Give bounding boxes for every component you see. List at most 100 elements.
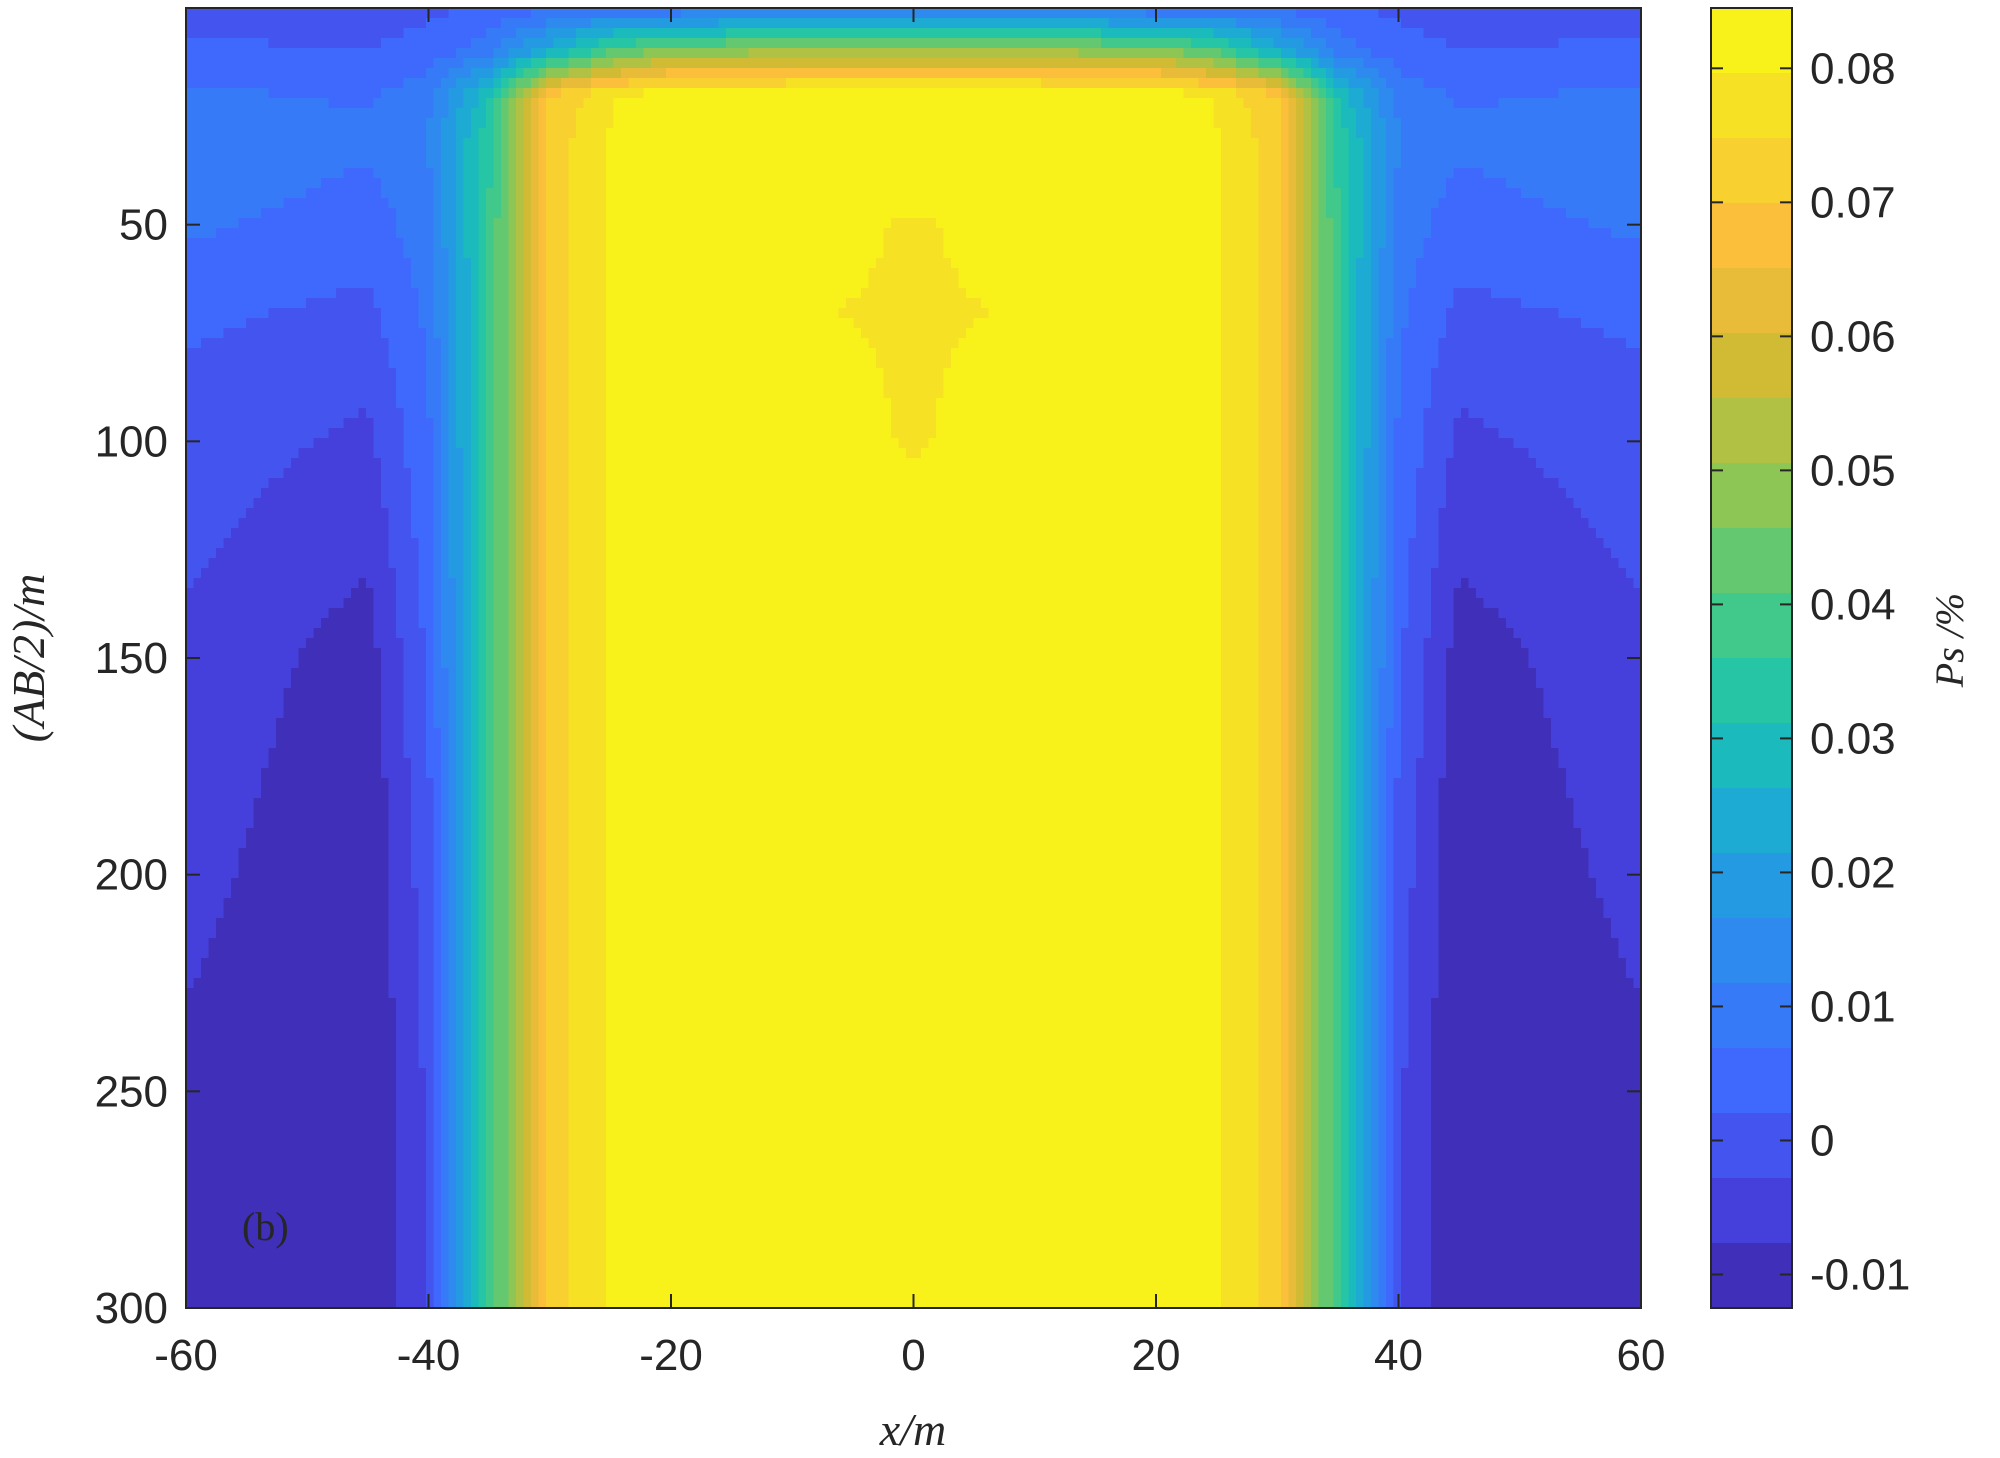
contour-cell — [696, 248, 705, 259]
contour-cell — [808, 38, 817, 49]
contour-cell — [576, 128, 585, 139]
contour-cell — [1206, 78, 1215, 89]
contour-cell — [1536, 148, 1545, 159]
contour-cell — [1558, 68, 1567, 79]
contour-cell — [568, 28, 577, 39]
contour-cell — [306, 158, 315, 169]
contour-cell — [583, 218, 592, 229]
contour-cell — [1176, 198, 1185, 209]
contour-cell — [801, 228, 810, 239]
contour-cell — [673, 48, 682, 59]
contour-cell — [1611, 108, 1620, 119]
contour-cell — [463, 218, 472, 229]
contour-cell — [373, 228, 382, 239]
contour-cell — [1176, 118, 1185, 129]
contour-cell — [1258, 138, 1267, 149]
contour-cell — [208, 138, 217, 149]
contour-cell — [208, 78, 217, 89]
contour-cell — [1086, 8, 1095, 19]
contour-cell — [1206, 168, 1215, 179]
contour-cell — [493, 88, 502, 99]
contour-cell — [771, 58, 780, 69]
contour-cell — [658, 48, 667, 59]
contour-cell — [1356, 88, 1365, 99]
contour-cell — [1033, 168, 1042, 179]
contour-cell — [1093, 248, 1102, 259]
contour-cell — [696, 188, 705, 199]
contour-cell — [1258, 68, 1267, 79]
contour-cell — [1341, 8, 1350, 19]
contour-cell — [1071, 68, 1080, 79]
contour-cell — [1311, 28, 1320, 39]
contour-cell — [1161, 218, 1170, 229]
contour-cell — [1521, 18, 1530, 29]
contour-cell — [298, 208, 307, 219]
contour-cell — [1033, 98, 1042, 109]
contour-cell — [801, 18, 810, 29]
contour-cell — [351, 68, 360, 79]
contour-cell — [238, 168, 247, 179]
contour-cell — [1371, 28, 1380, 39]
contour-cell — [1033, 128, 1042, 139]
contour-cell — [846, 218, 855, 229]
contour-cell — [1371, 138, 1380, 149]
contour-cell — [231, 168, 240, 179]
contour-cell — [396, 68, 405, 79]
contour-cell — [1101, 48, 1110, 59]
contour-cell — [381, 38, 390, 49]
contour-cell — [1086, 88, 1095, 99]
contour-cell — [1311, 158, 1320, 169]
contour-cell — [1236, 168, 1245, 179]
contour-cell — [936, 178, 945, 189]
contour-cell — [1108, 8, 1117, 19]
contour-cell — [456, 118, 465, 129]
contour-cell — [1311, 68, 1320, 79]
contour-cell — [1363, 88, 1372, 99]
contour-cell — [1603, 28, 1612, 39]
contour-cell — [613, 18, 622, 29]
contour-cell — [1453, 198, 1462, 209]
contour-cell — [1138, 168, 1147, 179]
contour-cell — [1123, 28, 1132, 39]
contour-cell — [388, 148, 397, 159]
contour-cell — [456, 168, 465, 179]
contour-cell — [681, 108, 690, 119]
contour-cell — [1093, 88, 1102, 99]
contour-cell — [418, 168, 427, 179]
contour-cell — [1161, 108, 1170, 119]
contour-cell — [718, 38, 727, 49]
contour-cell — [1078, 228, 1087, 239]
contour-cell — [478, 248, 487, 259]
contour-cell — [741, 228, 750, 239]
contour-cell — [1003, 208, 1012, 219]
contour-cell — [913, 68, 922, 79]
contour-cell — [928, 228, 937, 239]
contour-cell — [943, 38, 952, 49]
contour-cell — [1326, 168, 1335, 179]
contour-cell — [1296, 48, 1305, 59]
contour-cell — [763, 168, 772, 179]
contour-cell — [1266, 38, 1275, 49]
contour-cell — [561, 18, 570, 29]
contour-cell — [1528, 238, 1537, 249]
contour-cell — [1086, 98, 1095, 109]
contour-cell — [936, 188, 945, 199]
contour-cell — [906, 78, 915, 89]
contour-cell — [1228, 48, 1237, 59]
contour-cell — [711, 158, 720, 169]
contour-cell — [1491, 208, 1500, 219]
contour-cell — [673, 98, 682, 109]
contour-cell — [906, 148, 915, 159]
contour-cell — [801, 138, 810, 149]
contour-cell — [816, 178, 825, 189]
contour-cell — [1236, 78, 1245, 89]
contour-cell — [291, 118, 300, 129]
contour-cell — [906, 218, 915, 229]
contour-cell — [373, 198, 382, 209]
contour-cell — [741, 168, 750, 179]
contour-cell — [501, 178, 510, 189]
contour-cell — [1303, 48, 1312, 59]
contour-cell — [1633, 138, 1641, 149]
contour-cell — [621, 158, 630, 169]
contour-cell — [1438, 78, 1447, 89]
